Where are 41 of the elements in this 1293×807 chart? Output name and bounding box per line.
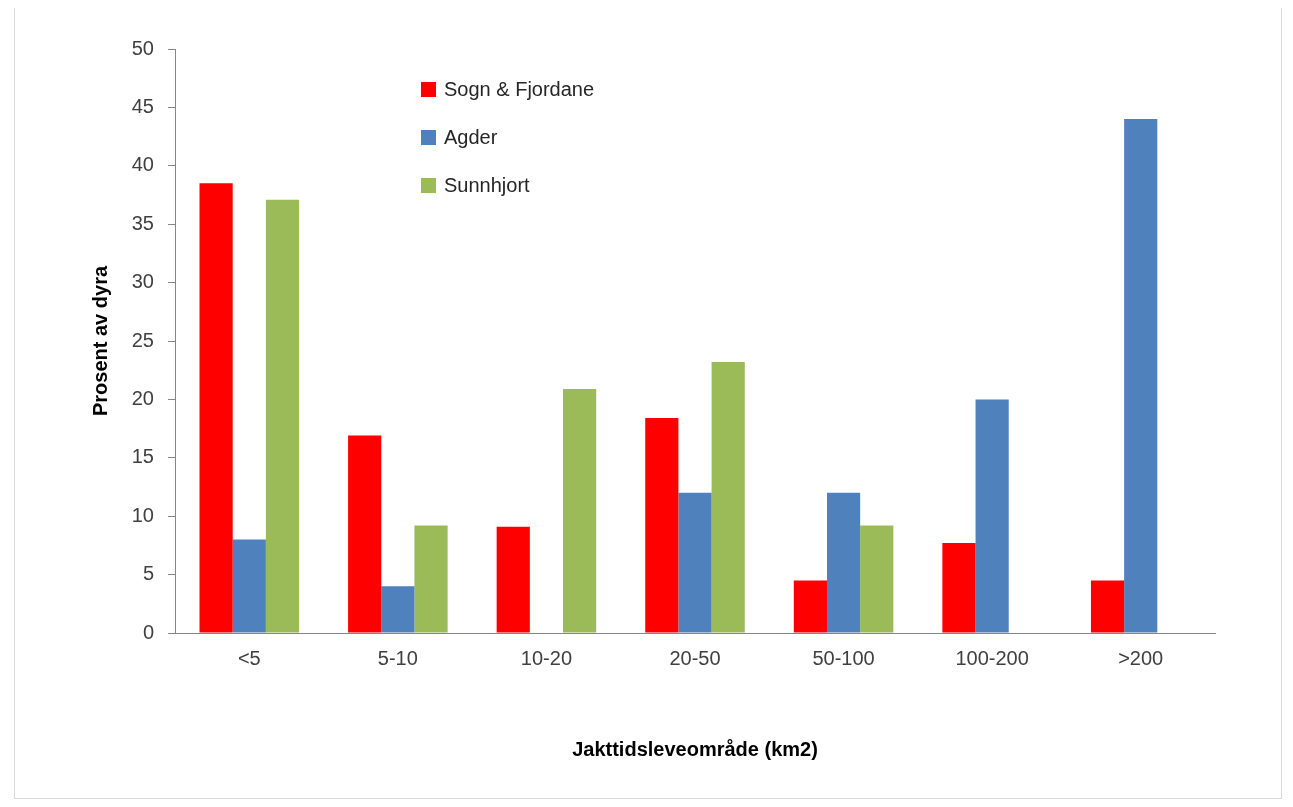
bar [678, 492, 712, 633]
legend-label: Sunnhjort [444, 173, 530, 197]
bar [414, 525, 448, 633]
y-axis-title: Prosent av dyra [88, 265, 111, 417]
x-tick-label: 20-50 [669, 646, 721, 669]
x-tick-label: 10-20 [520, 646, 573, 669]
bar [711, 362, 745, 633]
x-tick-label: 100-200 [955, 646, 1029, 669]
bar [942, 543, 976, 633]
y-tick-label: 20 [131, 386, 154, 409]
x-tick-label: >200 [1118, 646, 1164, 669]
y-tick-label: 25 [131, 328, 154, 351]
y-tick-label: 30 [131, 270, 154, 293]
bar [265, 199, 300, 633]
x-tick-label: <5 [237, 646, 261, 669]
bar [199, 183, 233, 633]
legend-label: Sogn & Fjordane [444, 77, 595, 101]
y-tick-label: 0 [142, 620, 154, 643]
y-tick-label: 40 [131, 153, 154, 176]
bar [381, 586, 415, 633]
y-tick-label: 5 [142, 562, 154, 585]
x-tick-label: 50-100 [812, 646, 875, 669]
bar [826, 492, 861, 633]
bar [793, 580, 827, 633]
bar [645, 418, 679, 633]
bar [496, 526, 530, 633]
bar [860, 525, 894, 633]
y-tick-label: 50 [131, 36, 154, 59]
bar [563, 388, 597, 633]
x-axis-title: Jakttidsleveområde (km2) [572, 737, 818, 760]
bar [975, 399, 1009, 633]
legend-label: Agder [444, 125, 498, 149]
y-tick-label: 10 [131, 503, 154, 526]
bar [232, 539, 266, 633]
bar [1124, 119, 1158, 633]
y-tick-label: 35 [131, 211, 154, 234]
bar [348, 435, 382, 633]
y-tick-label: 45 [131, 94, 154, 117]
y-tick-label: 15 [131, 445, 154, 468]
bar [1090, 580, 1125, 633]
x-tick-label: 5-10 [377, 646, 418, 669]
